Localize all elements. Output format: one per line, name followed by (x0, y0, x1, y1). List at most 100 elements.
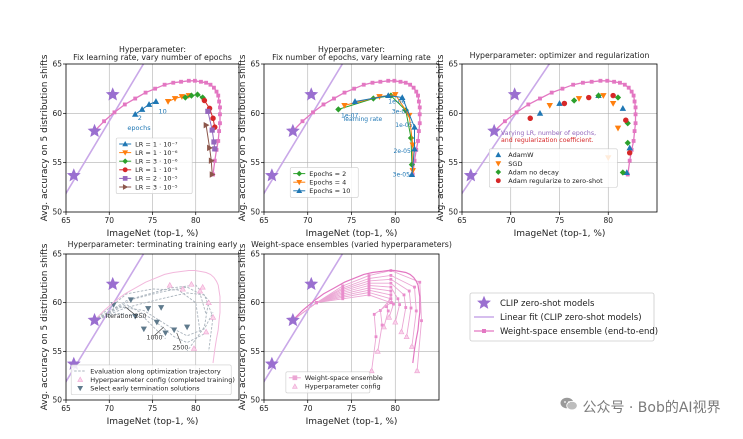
ensemble-point (612, 79, 617, 84)
series-line (344, 94, 414, 171)
clip-zero-shot-star (66, 168, 81, 182)
legend-marker (122, 150, 129, 156)
ensemble-point (112, 110, 117, 115)
ensemble-point (372, 312, 376, 316)
plot-area (264, 64, 422, 195)
ensemble-point (361, 82, 366, 87)
data-point (586, 94, 592, 101)
legend-marker (77, 385, 84, 392)
early-termination-marker (140, 326, 147, 333)
legend-box (285, 371, 371, 394)
ensemble-point (631, 93, 636, 98)
config-marker (166, 281, 173, 288)
annotation: Varying LR, number of epochs, (501, 130, 596, 137)
clip-zero-shot-star (304, 276, 319, 291)
linear-fit-line (462, 64, 551, 195)
config-marker (199, 283, 206, 290)
panel-p4: 65 70 75 80 50 55 60 65 ImageNet (top-1, %) Avg. … (40, 240, 240, 427)
ensemble-point (416, 93, 420, 98)
annotation: 2 (138, 114, 142, 122)
config-marker (203, 328, 210, 335)
main-legend-box (469, 292, 655, 342)
legend-marker (292, 375, 298, 381)
x-axis-label: ImageNet (top-1, %) (107, 417, 199, 427)
ensemble-curve-main (292, 269, 421, 364)
trajectory-line (94, 284, 210, 352)
ensemble-point (411, 85, 416, 90)
config-marker (374, 348, 381, 354)
ensemble-point (560, 86, 565, 91)
clip-zero-shot-star (105, 276, 120, 291)
legend-box (115, 137, 193, 194)
x-tick-label: 80 (191, 216, 201, 225)
y-tick-label: 65 (448, 60, 458, 69)
y-tick-label: 60 (250, 109, 260, 118)
x-tick-label: 75 (148, 404, 158, 413)
legend-label: Select early termination solutions (90, 384, 200, 392)
ensemble-point (629, 89, 634, 94)
ensemble-point (378, 79, 383, 84)
series-line (205, 125, 213, 175)
x-tick-label: 80 (390, 216, 400, 225)
ensemble-point (332, 96, 336, 101)
annotation: and regularization coefficient. (501, 137, 594, 144)
trajectory-line (94, 306, 214, 337)
data-point (595, 92, 602, 99)
legend-label: Weight-space ensemble (305, 374, 383, 382)
clip-zero-shot-star (264, 168, 279, 182)
legend-label: Hyperparameter config (completed trainin… (90, 376, 235, 384)
early-termination-marker (145, 306, 152, 312)
data-point (619, 169, 626, 176)
y-tick-label: 60 (52, 109, 62, 118)
config-marker (188, 280, 195, 287)
legend-label: LR = 1 · 10⁻⁵ (135, 166, 178, 174)
series-line (203, 100, 216, 128)
trajectory-line (94, 312, 166, 340)
ensemble-point (389, 293, 393, 297)
data-point (561, 100, 568, 107)
ensemble-point (367, 288, 371, 292)
ensemble-point (143, 90, 148, 95)
y-axis-label: Avg. accuracy on 5 distribution shifts (436, 54, 446, 221)
x-axis-label: ImageNet (top-1, %) (306, 417, 398, 427)
y-tick-label: 65 (250, 250, 260, 259)
data-point (385, 92, 392, 99)
config-marker (408, 343, 415, 349)
early-termination-marker (132, 313, 139, 320)
data-point (407, 134, 415, 142)
panel-title: Fix learning rate, vary number of epochs (73, 53, 232, 62)
clip-zero-shot-star (487, 123, 502, 137)
y-tick-label: 50 (250, 396, 260, 405)
clip-zero-shot-star (264, 356, 279, 370)
ensemble-point (416, 129, 421, 134)
ensemble-point (633, 112, 638, 117)
ensemble-point (199, 79, 203, 84)
ensemble-point (217, 129, 222, 134)
data-point (208, 157, 215, 164)
data-point (205, 108, 211, 114)
data-point (556, 100, 563, 106)
ensemble-point (204, 80, 209, 85)
data-point (188, 92, 195, 99)
legend-marker (296, 187, 303, 194)
legend-marker (122, 176, 128, 181)
legend-box (289, 167, 359, 198)
legend-marker (122, 184, 129, 190)
series-line (185, 94, 203, 98)
annotation: 1000 (146, 335, 162, 342)
series-line (354, 95, 415, 175)
annotation: learning rate (344, 116, 383, 123)
y-tick-label: 65 (52, 60, 62, 69)
ensemble-point (315, 301, 318, 305)
data-point (546, 102, 553, 109)
data-point (527, 115, 533, 121)
ensemble-point (389, 297, 393, 301)
x-tick-label: 75 (148, 216, 158, 225)
ensemble-point (102, 119, 106, 124)
panel-title: Hyperparameter: optimizer and regulariza… (470, 51, 650, 60)
data-point (164, 99, 172, 105)
annotation-arrow (176, 332, 182, 344)
x-tick-label: 75 (347, 404, 357, 413)
ensemble-point (133, 96, 138, 101)
